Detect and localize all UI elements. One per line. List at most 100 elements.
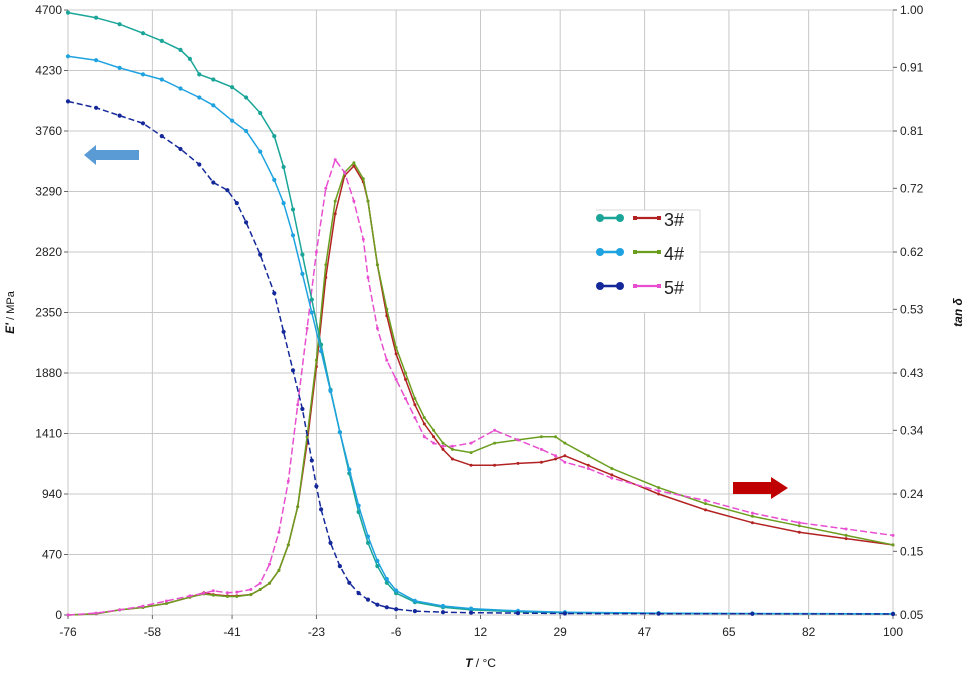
storage-point [300, 252, 305, 257]
storage-point [65, 99, 71, 104]
tan-point [610, 467, 614, 470]
tan-point [66, 613, 70, 617]
y-left-tick-label: 2350 [35, 306, 62, 320]
tan-point [394, 346, 398, 349]
tan-point [385, 358, 389, 362]
legend-entry-3#: 3# [596, 210, 684, 230]
tan-point [366, 276, 370, 279]
tan-point [750, 521, 754, 525]
legend-box [596, 210, 700, 312]
tan-point [493, 463, 497, 467]
tan-point [797, 530, 801, 534]
storage-point [178, 47, 183, 53]
tan-point [258, 588, 262, 591]
tan-point [413, 416, 417, 420]
tan-point [750, 514, 754, 518]
tan-point [441, 441, 445, 445]
tan-point [450, 447, 454, 451]
storage-point [309, 297, 314, 302]
annotations [84, 145, 788, 499]
tan-point [539, 435, 543, 439]
tan-point [225, 591, 229, 595]
tan-point [844, 533, 848, 537]
tan-point [657, 489, 661, 493]
storage-point [300, 271, 305, 276]
tan-point [225, 595, 229, 598]
storage-point [258, 110, 263, 116]
tan-point [563, 460, 567, 464]
tan-point [422, 435, 426, 439]
y-left-axis-title-unit: / MPa [5, 290, 17, 323]
axes: -76 -58 -41 -23 -6 12 29 47 65 82 100 0 470 940 1410 18… [3, 3, 965, 670]
y-right-axis-title: tan δ [951, 298, 965, 327]
tan-point [441, 447, 445, 451]
storage-point [375, 564, 380, 569]
storage-point [384, 580, 389, 585]
storage-point [750, 611, 755, 616]
storage-point [365, 534, 371, 539]
storage-point [309, 458, 314, 463]
storage-point [65, 54, 71, 59]
x-tick-label: 82 [802, 625, 816, 639]
storage-point [314, 484, 319, 489]
legend-storage-marker [596, 248, 604, 256]
tan-point [493, 441, 497, 445]
y-right-tick-label: 0.91 [900, 60, 924, 74]
storage-point [412, 609, 417, 614]
tan-point [704, 508, 707, 512]
y-right-tick-label: 0.81 [900, 124, 924, 138]
storage-series-5# [65, 99, 896, 617]
legend-tan-marker [633, 216, 637, 220]
tan-point [324, 186, 328, 190]
tan-point [164, 602, 168, 605]
storage-point [234, 201, 239, 206]
y-left-tick-label: 1880 [35, 366, 62, 380]
y-right-tick-label: 0.53 [900, 302, 924, 316]
tan-point [249, 588, 253, 591]
legend-storage-marker [616, 282, 624, 290]
y-left-tick-label: 940 [42, 487, 62, 501]
tan-point [352, 199, 356, 203]
legend-storage-marker [596, 282, 604, 290]
storage-point [365, 597, 371, 602]
storage-point [94, 58, 99, 63]
y-left-tick-label: 4230 [35, 64, 62, 78]
tan-point [469, 451, 473, 455]
y-right-tick-label: 0.24 [900, 487, 924, 501]
tan-point [385, 307, 389, 311]
tan-point [296, 403, 300, 407]
tan-point [450, 444, 454, 448]
tan-point [469, 441, 473, 445]
tan-point [333, 212, 337, 216]
tan-point [891, 543, 895, 547]
tan-point [750, 511, 754, 515]
tan-point [296, 505, 300, 509]
grid-lines [67, 9, 894, 616]
storage-point [272, 291, 277, 296]
y-left-tick-label: 4700 [35, 3, 62, 17]
x-tick-label: -58 [144, 625, 162, 639]
tan-point [118, 608, 122, 612]
y-right-tick-label: 0.15 [900, 544, 924, 558]
tan-point [286, 479, 290, 483]
storage-point [117, 22, 122, 27]
storage-point [384, 576, 389, 582]
y-right-tick-label: 0.34 [900, 423, 924, 437]
storage-point [211, 103, 216, 108]
x-tick-label: 100 [883, 625, 903, 639]
tan-point [277, 568, 281, 572]
y-left-tick-label: 2820 [35, 245, 62, 259]
tan-point [361, 237, 365, 241]
legend-entry-5#: 5# [596, 278, 684, 298]
storage-series-4# [65, 54, 896, 616]
tan-point [586, 463, 590, 467]
left-axis-arrow [84, 145, 139, 165]
storage-point [197, 72, 202, 77]
tan-point [202, 591, 206, 595]
tan-point [268, 562, 272, 566]
storage-line [67, 11, 894, 615]
tan-point [413, 397, 417, 400]
x-axis-title: T / °C [465, 656, 496, 670]
